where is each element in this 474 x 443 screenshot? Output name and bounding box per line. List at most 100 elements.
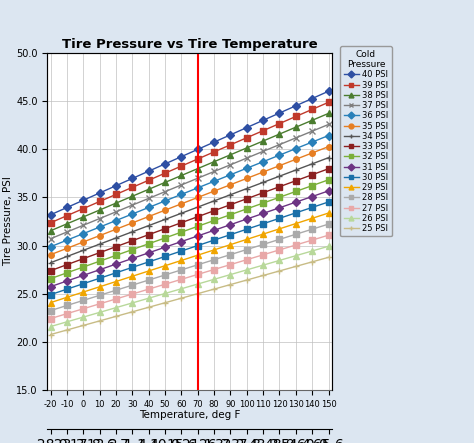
- 36 PSI: [277, 152, 283, 158]
- 39 PSI: [228, 142, 233, 148]
- 39 PSI: [81, 206, 86, 211]
- 39 PSI: [162, 171, 168, 176]
- 25 PSI: [244, 277, 250, 283]
- 34 PSI: [211, 198, 217, 203]
- 29 PSI: [64, 295, 70, 300]
- 40 PSI: [48, 212, 54, 218]
- 34 PSI: [48, 260, 54, 265]
- 31 PSI: [162, 245, 168, 250]
- 32 PSI: [97, 259, 102, 264]
- 39 PSI: [48, 220, 54, 225]
- 39 PSI: [113, 192, 119, 197]
- 26 PSI: [310, 249, 315, 254]
- 34 PSI: [260, 180, 266, 185]
- 28 PSI: [326, 222, 331, 227]
- 40 PSI: [228, 132, 233, 137]
- 33 PSI: [260, 190, 266, 195]
- 35 PSI: [146, 214, 152, 219]
- 28 PSI: [81, 298, 86, 303]
- 29 PSI: [81, 289, 86, 295]
- 39 PSI: [64, 213, 70, 218]
- 27 PSI: [81, 306, 86, 311]
- 38 PSI: [293, 124, 299, 130]
- Title: Tire Pressure vs Tire Temperature: Tire Pressure vs Tire Temperature: [62, 38, 318, 51]
- 30 PSI: [64, 287, 70, 292]
- 40 PSI: [293, 103, 299, 109]
- Line: 27 PSI: 27 PSI: [48, 233, 331, 321]
- Legend: 40 PSI, 39 PSI, 38 PSI, 37 PSI, 36 PSI, 35 PSI, 34 PSI, 33 PSI, 32 PSI, 31 PSI, : 40 PSI, 39 PSI, 38 PSI, 37 PSI, 36 PSI, …: [340, 47, 392, 237]
- 33 PSI: [81, 256, 86, 261]
- 38 PSI: [179, 173, 184, 178]
- 27 PSI: [310, 237, 315, 243]
- Line: 29 PSI: 29 PSI: [48, 210, 331, 305]
- 32 PSI: [48, 276, 54, 281]
- 40 PSI: [260, 118, 266, 123]
- 37 PSI: [310, 128, 315, 134]
- 27 PSI: [129, 291, 135, 297]
- 37 PSI: [277, 142, 283, 147]
- Line: 34 PSI: 34 PSI: [47, 154, 332, 266]
- 31 PSI: [293, 199, 299, 205]
- 28 PSI: [260, 242, 266, 247]
- 25 PSI: [326, 255, 331, 260]
- 35 PSI: [277, 163, 283, 168]
- 37 PSI: [260, 149, 266, 154]
- 34 PSI: [97, 241, 102, 247]
- 36 PSI: [81, 231, 86, 236]
- 30 PSI: [244, 226, 250, 232]
- 38 PSI: [326, 111, 331, 116]
- 25 PSI: [277, 268, 283, 274]
- 27 PSI: [211, 267, 217, 272]
- 39 PSI: [244, 135, 250, 140]
- 37 PSI: [179, 182, 184, 187]
- 34 PSI: [326, 155, 331, 160]
- 26 PSI: [228, 272, 233, 277]
- 35 PSI: [310, 150, 315, 155]
- 27 PSI: [228, 262, 233, 267]
- 39 PSI: [97, 199, 102, 204]
- 35 PSI: [293, 157, 299, 162]
- 29 PSI: [326, 210, 331, 216]
- 37 PSI: [81, 222, 86, 228]
- 31 PSI: [48, 284, 54, 289]
- 38 PSI: [211, 159, 217, 164]
- 38 PSI: [310, 118, 315, 123]
- 33 PSI: [179, 220, 184, 225]
- 34 PSI: [277, 174, 283, 179]
- 34 PSI: [179, 210, 184, 216]
- 35 PSI: [244, 176, 250, 181]
- 27 PSI: [97, 301, 102, 307]
- 38 PSI: [81, 214, 86, 220]
- 32 PSI: [244, 206, 250, 212]
- 30 PSI: [48, 292, 54, 297]
- 32 PSI: [260, 200, 266, 206]
- 37 PSI: [97, 216, 102, 221]
- 27 PSI: [162, 282, 168, 287]
- 40 PSI: [277, 110, 283, 116]
- 30 PSI: [310, 205, 315, 210]
- 25 PSI: [129, 309, 135, 315]
- 39 PSI: [195, 156, 201, 162]
- 38 PSI: [48, 228, 54, 233]
- 31 PSI: [113, 261, 119, 267]
- 36 PSI: [179, 192, 184, 197]
- 30 PSI: [162, 254, 168, 259]
- 25 PSI: [113, 314, 119, 319]
- 32 PSI: [162, 235, 168, 241]
- 34 PSI: [81, 248, 86, 253]
- 31 PSI: [260, 211, 266, 216]
- 28 PSI: [113, 288, 119, 293]
- 30 PSI: [277, 216, 283, 221]
- 33 PSI: [97, 250, 102, 255]
- 25 PSI: [228, 282, 233, 287]
- 30 PSI: [129, 264, 135, 270]
- Line: 32 PSI: 32 PSI: [48, 177, 331, 281]
- 26 PSI: [277, 258, 283, 263]
- 38 PSI: [64, 221, 70, 226]
- Line: 28 PSI: 28 PSI: [48, 222, 331, 313]
- 31 PSI: [310, 194, 315, 199]
- 35 PSI: [129, 220, 135, 225]
- 33 PSI: [48, 268, 54, 273]
- 31 PSI: [81, 273, 86, 278]
- 26 PSI: [81, 315, 86, 320]
